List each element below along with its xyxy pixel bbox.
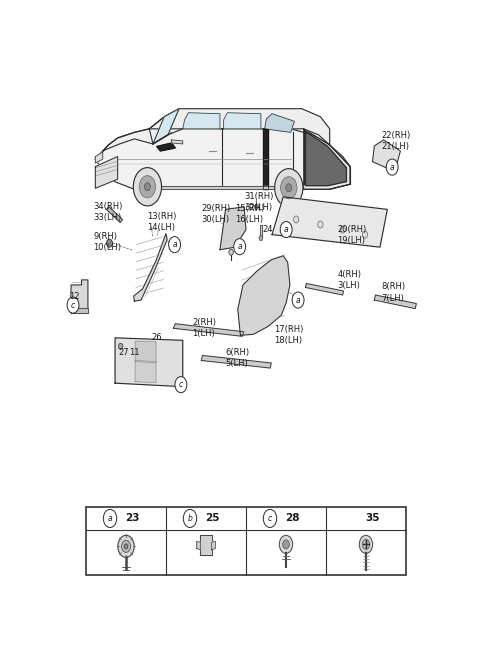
Circle shape (168, 237, 180, 252)
Polygon shape (260, 224, 262, 237)
Text: 17(RH)
18(LH): 17(RH) 18(LH) (274, 325, 303, 345)
Circle shape (362, 540, 370, 549)
Circle shape (183, 509, 197, 528)
Polygon shape (133, 233, 167, 301)
Polygon shape (96, 156, 118, 188)
Polygon shape (372, 140, 400, 171)
Polygon shape (304, 129, 350, 189)
Polygon shape (71, 280, 88, 313)
Circle shape (318, 221, 323, 228)
Text: c: c (268, 514, 272, 523)
Text: a: a (108, 514, 112, 523)
Text: 22(RH)
21(LH): 22(RH) 21(LH) (382, 131, 411, 152)
Polygon shape (238, 256, 290, 336)
Text: 35: 35 (365, 513, 380, 523)
Polygon shape (134, 186, 290, 189)
Circle shape (139, 176, 156, 198)
Circle shape (103, 509, 117, 528)
Polygon shape (212, 542, 216, 550)
Circle shape (292, 292, 304, 308)
Circle shape (124, 544, 128, 549)
Circle shape (264, 509, 276, 528)
Circle shape (279, 535, 293, 553)
Circle shape (118, 535, 134, 557)
Circle shape (286, 184, 292, 192)
Polygon shape (201, 535, 212, 555)
Polygon shape (197, 542, 201, 550)
Circle shape (144, 182, 150, 191)
Text: 24: 24 (263, 225, 273, 234)
Polygon shape (374, 295, 416, 309)
Circle shape (362, 231, 368, 238)
Polygon shape (305, 131, 347, 186)
Polygon shape (172, 140, 183, 144)
Polygon shape (263, 129, 268, 189)
Text: 27: 27 (119, 349, 130, 358)
Text: a: a (296, 296, 300, 305)
Text: 26: 26 (151, 334, 162, 342)
Text: 31(RH)
32(LH): 31(RH) 32(LH) (244, 192, 274, 212)
Polygon shape (107, 207, 122, 222)
Text: 23: 23 (125, 513, 140, 523)
FancyBboxPatch shape (86, 506, 406, 574)
Circle shape (280, 222, 292, 237)
Text: 13(RH)
14(LH): 13(RH) 14(LH) (147, 212, 177, 232)
Text: 12: 12 (69, 292, 80, 301)
Polygon shape (135, 341, 156, 363)
Text: 6(RH)
5(LH): 6(RH) 5(LH) (226, 348, 250, 368)
Circle shape (254, 204, 258, 209)
Polygon shape (173, 324, 244, 336)
Polygon shape (272, 197, 387, 247)
Text: 25: 25 (205, 513, 220, 523)
Polygon shape (220, 207, 246, 250)
Circle shape (234, 239, 246, 254)
Polygon shape (202, 356, 271, 368)
Text: 11: 11 (129, 349, 139, 358)
Text: b: b (188, 514, 192, 523)
Polygon shape (115, 338, 183, 387)
Circle shape (340, 226, 345, 233)
Circle shape (121, 540, 131, 553)
Text: 8(RH)
7(LH): 8(RH) 7(LH) (382, 283, 406, 303)
Circle shape (259, 235, 263, 241)
Polygon shape (96, 129, 350, 189)
Polygon shape (156, 143, 175, 151)
Circle shape (229, 249, 233, 255)
Text: 15(RH)
16(LH): 15(RH) 16(LH) (235, 205, 264, 224)
Circle shape (275, 169, 303, 207)
Text: 28: 28 (285, 513, 300, 523)
Circle shape (281, 177, 297, 199)
Text: c: c (71, 301, 75, 309)
Text: a: a (238, 242, 242, 251)
Text: 2(RH)
1(LH): 2(RH) 1(LH) (192, 318, 216, 338)
Circle shape (119, 343, 123, 349)
Polygon shape (149, 109, 330, 145)
Text: a: a (390, 163, 395, 171)
Polygon shape (153, 109, 179, 144)
Circle shape (294, 216, 299, 223)
Polygon shape (71, 307, 88, 313)
Polygon shape (183, 112, 220, 129)
Polygon shape (96, 152, 103, 163)
Text: a: a (284, 225, 288, 234)
Circle shape (107, 239, 112, 247)
Text: 20(RH)
19(LH): 20(RH) 19(LH) (337, 224, 366, 245)
Polygon shape (305, 283, 344, 295)
Polygon shape (135, 360, 156, 383)
Circle shape (67, 297, 79, 313)
Text: 9(RH)
10(LH): 9(RH) 10(LH) (94, 232, 121, 252)
Text: a: a (172, 240, 177, 249)
Text: c: c (179, 380, 183, 389)
Circle shape (133, 167, 162, 206)
Circle shape (359, 535, 372, 553)
Text: 34(RH)
33(LH): 34(RH) 33(LH) (94, 202, 123, 222)
Polygon shape (264, 114, 294, 132)
Circle shape (175, 377, 187, 392)
Text: 4(RH)
3(LH): 4(RH) 3(LH) (337, 270, 361, 290)
Text: 29(RH)
30(LH): 29(RH) 30(LH) (202, 205, 230, 224)
Polygon shape (224, 112, 261, 129)
Circle shape (386, 159, 398, 175)
Circle shape (283, 540, 289, 549)
Polygon shape (96, 109, 179, 159)
